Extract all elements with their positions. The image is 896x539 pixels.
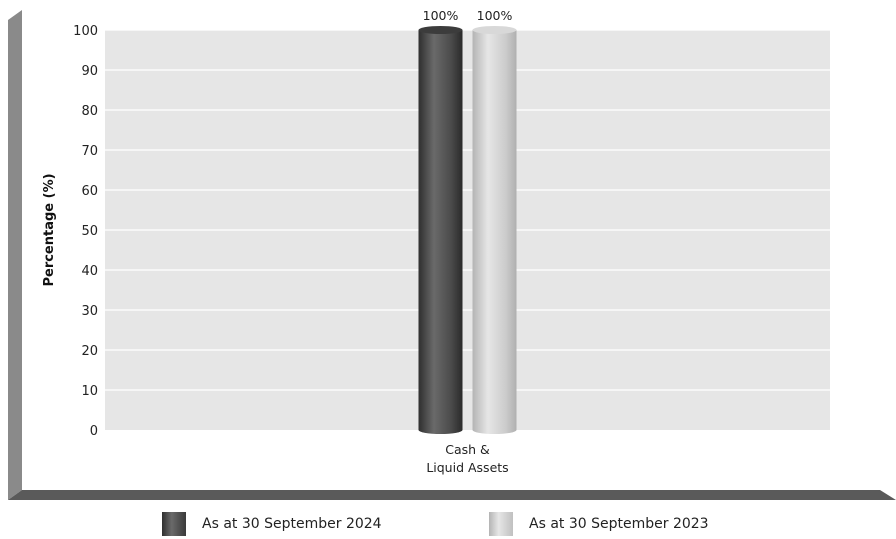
y-tick-label: 20	[81, 344, 98, 359]
bar-as-at-30-september-2024	[418, 30, 463, 430]
y-tick-label: 50	[81, 224, 98, 239]
chart: 0 10 20 30 40 50 60 70 80 90 100 100% 100% Cash & Li…	[8, 8, 896, 500]
bar-base	[418, 426, 463, 434]
bar-as-at-30-september-2023	[472, 30, 517, 430]
category-labels: Cash & Liquid Assets	[426, 442, 508, 475]
y-tick-label: 0	[90, 424, 98, 439]
bar-top	[472, 26, 517, 34]
floor	[8, 490, 896, 500]
y-tick-label: 70	[81, 144, 98, 159]
data-label: 100%	[423, 8, 459, 23]
bars	[418, 26, 517, 434]
y-tick-label: 30	[81, 304, 98, 319]
data-label: 100%	[477, 8, 513, 23]
y-tick-labels: 0 10 20 30 40 50 60 70 80 90 100	[73, 24, 98, 439]
left-wall	[8, 10, 22, 500]
category-label: Liquid Assets	[426, 460, 508, 475]
data-labels: 100% 100%	[423, 8, 513, 23]
y-tick-label: 40	[81, 264, 98, 279]
legend-label-2024: As at 30 September 2024	[202, 516, 382, 532]
gridlines	[105, 29, 830, 391]
legend-item-2024: As at 30 September 2024	[162, 512, 382, 536]
y-tick-label: 60	[81, 184, 98, 199]
legend-label-2023: As at 30 September 2023	[529, 516, 709, 532]
y-tick-label: 90	[81, 64, 98, 79]
y-tick-label: 100	[73, 24, 98, 39]
bar-top	[418, 26, 463, 34]
legend-item-2023: As at 30 September 2023	[489, 512, 709, 536]
legend-swatch-2023	[489, 512, 513, 536]
legend-swatch-2024	[162, 512, 186, 536]
y-tick-label: 80	[81, 104, 98, 119]
y-tick-label: 10	[81, 384, 98, 399]
bar-base	[472, 426, 517, 434]
y-axis-label: Percentage (%)	[42, 173, 57, 286]
legend: As at 30 September 2024 As at 30 Septemb…	[0, 512, 896, 538]
category-label: Cash &	[445, 442, 490, 457]
